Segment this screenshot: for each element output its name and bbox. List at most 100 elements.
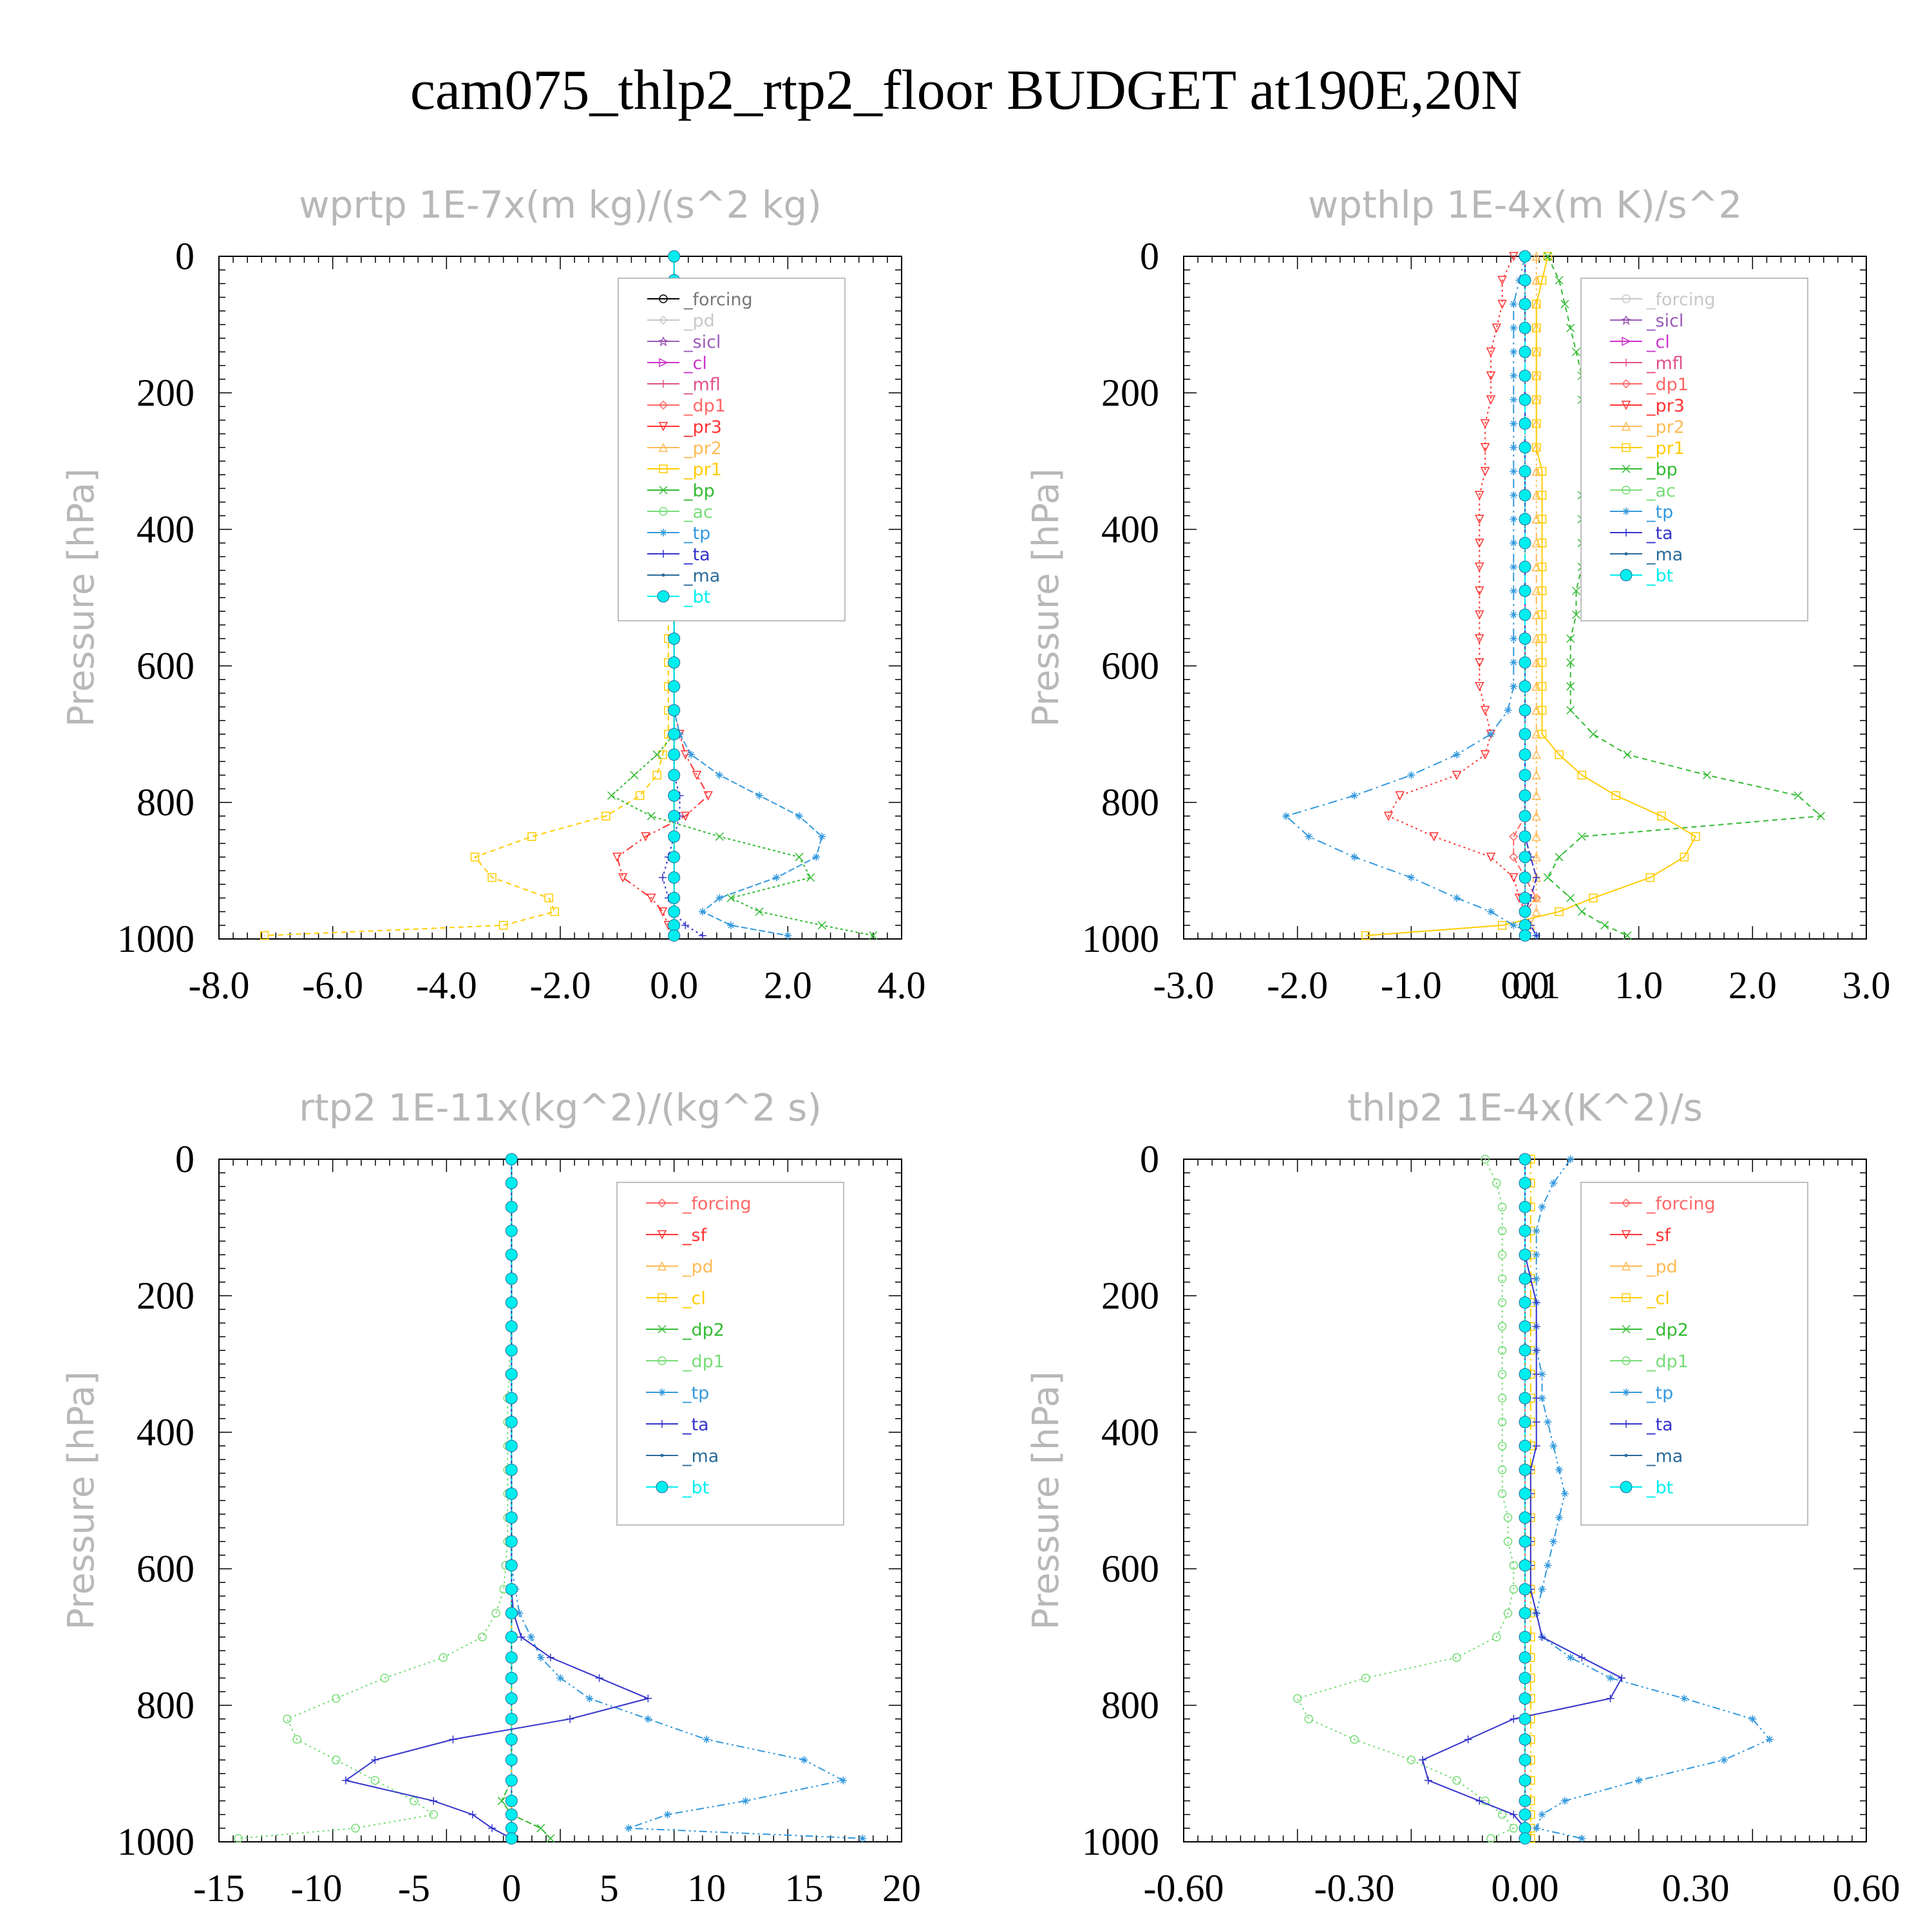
data-point-ta [566, 1715, 574, 1723]
data-point-dp1 [1293, 1694, 1302, 1703]
series-line-ta [1421, 1159, 1623, 1839]
data-point-tp [556, 1674, 564, 1682]
data-point-pr1 [1680, 853, 1689, 862]
data-point-tp [727, 921, 735, 929]
data-point-dp1 [1503, 1609, 1513, 1618]
data-point-pr1 [1537, 467, 1547, 476]
x-tick-label: 0.30 [1662, 1867, 1730, 1909]
data-point-pr1 [1537, 730, 1547, 739]
legend-label: _forcing [1646, 290, 1716, 310]
data-point-bt [505, 1607, 518, 1620]
data-point-ta [517, 1633, 526, 1641]
data-point-bt [1519, 536, 1531, 549]
legend-label: _pr1 [1646, 439, 1685, 459]
legend-marker [1622, 507, 1630, 515]
data-point-bt [1519, 769, 1531, 782]
legend-label: _ma [1646, 545, 1683, 565]
data-point-bp [1589, 730, 1598, 739]
data-point-bp [1543, 252, 1552, 261]
data-point-bt [668, 891, 681, 904]
legend-marker [658, 1325, 667, 1334]
data-point-bt [1519, 417, 1531, 430]
data-point-dp1 [1497, 1226, 1507, 1236]
data-point-tp [1606, 1674, 1615, 1682]
data-point-bt [668, 728, 681, 741]
data-point-bt [505, 1296, 518, 1309]
data-point-bt [505, 1368, 518, 1381]
data-point-ta [1532, 1394, 1540, 1402]
x-tick-label: -0.60 [1144, 1867, 1224, 1909]
data-point-ta [1510, 1810, 1518, 1819]
data-point-pr3 [1480, 750, 1490, 760]
data-point-tp [1748, 1715, 1757, 1723]
legend-marker [1621, 379, 1631, 389]
x-tick-label: -0.30 [1314, 1867, 1395, 1909]
legend-label: _forcing [683, 290, 753, 310]
data-point-dp1 [1481, 1155, 1490, 1164]
data-point-tp [839, 1776, 848, 1785]
legend-marker [658, 315, 668, 325]
x-tick-label: 0.0 [1501, 964, 1549, 1007]
y-tick-label: 400 [137, 1411, 194, 1454]
data-point-bp [1571, 347, 1581, 356]
legend-marker [1622, 443, 1631, 452]
data-point-bp [1566, 634, 1575, 643]
data-point-dp1 [1497, 1417, 1507, 1426]
legend-label: _sf [682, 1226, 708, 1245]
data-point-tp [800, 1756, 808, 1764]
data-point-pr1 [1537, 562, 1547, 572]
data-point-tp [1532, 1274, 1540, 1283]
legend-label: _ma [1646, 1446, 1683, 1466]
data-point-bt [1519, 1416, 1531, 1428]
legend-label: _dp1 [1646, 375, 1689, 395]
panel-title: thlp2 1E-4x(K^2)/s [1347, 1086, 1703, 1130]
data-point-bt [1519, 891, 1531, 904]
data-point-pr1 [1691, 832, 1700, 841]
legend-marker [1621, 315, 1631, 325]
data-point-bp [1577, 832, 1586, 841]
y-tick-label: 800 [1101, 1684, 1159, 1727]
data-point-ta [1475, 1797, 1484, 1805]
data-point-bt [1519, 321, 1531, 334]
data-point-pr1 [260, 931, 269, 940]
data-point-pr1 [1537, 586, 1547, 596]
data-point-pr1 [1537, 610, 1547, 620]
x-tick-label: 0.0 [650, 964, 698, 1007]
data-point-dp1 [1497, 1810, 1507, 1819]
legend-label: _dp1 [682, 1352, 724, 1372]
series-line-tp [1535, 1159, 1771, 1839]
data-point-dp1 [331, 1694, 341, 1703]
data-point-dp1 [1503, 1537, 1513, 1546]
data-point-bt [668, 656, 681, 669]
x-tick-label: -3.0 [1153, 964, 1215, 1007]
legend-marker [658, 1420, 666, 1428]
legend-marker [658, 422, 668, 431]
data-point-pr1 [1497, 921, 1507, 930]
data-point-tp [1510, 348, 1518, 356]
data-point-dp1 [1509, 852, 1519, 862]
data-point-tp [755, 791, 764, 800]
data-point-ta [1532, 1298, 1540, 1307]
data-point-dp1 [1497, 1321, 1507, 1331]
legend-marker [1621, 1230, 1631, 1240]
data-point-tp [1532, 1227, 1540, 1235]
data-point-bt [1519, 1153, 1531, 1166]
data-point-pr3 [1452, 770, 1462, 781]
data-point-tp [741, 1797, 750, 1805]
data-point-pr1 [1657, 811, 1666, 820]
data-point-bp [1623, 931, 1632, 940]
data-point-bt [505, 1651, 518, 1664]
data-point-tp [795, 812, 803, 820]
data-point-tp [715, 894, 724, 902]
legend-label: _bt [682, 1478, 709, 1498]
legend-label: _dp1 [1646, 1352, 1689, 1372]
data-point-tp [703, 1736, 711, 1743]
data-point-bp [1794, 791, 1803, 800]
legend: _forcing _sf _pd _cl _dp2 _dp1 _tp _ta _ma _bt [616, 1182, 844, 1526]
legend-box [1580, 278, 1808, 621]
legend-label: _mfl [683, 375, 721, 395]
data-point-tp [1510, 634, 1518, 643]
data-point-dp1 [380, 1673, 390, 1683]
y-tick-label: 200 [137, 1274, 194, 1317]
data-point-tp [1510, 443, 1518, 451]
